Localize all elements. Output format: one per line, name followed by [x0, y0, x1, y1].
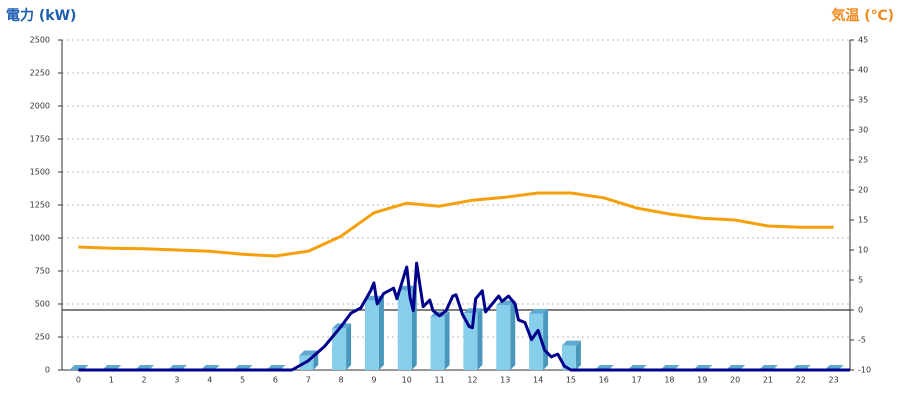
y-tick-label: 1750	[30, 135, 50, 144]
bar-side	[477, 308, 483, 370]
bar-side	[378, 295, 384, 370]
y-tick-label: 500	[35, 300, 50, 309]
bar-side	[575, 340, 581, 370]
y-tick-label: 2250	[30, 69, 50, 78]
bar-top	[397, 285, 417, 291]
y-tick-label: 2000	[30, 102, 50, 111]
bar-side	[346, 323, 352, 370]
x-tick-label: 9	[371, 376, 376, 385]
x-tick-label: 22	[796, 376, 806, 385]
x-tick-label: 12	[467, 376, 477, 385]
x-tick-label: 1	[109, 376, 114, 385]
x-tick-label: 19	[697, 376, 707, 385]
y2-tick-label: 15	[858, 216, 868, 225]
y2-tick-label: 10	[858, 246, 868, 255]
bar	[332, 328, 347, 370]
y-axis-title: 電力 (kW)	[6, 7, 76, 24]
x-tick-label: 15	[566, 376, 576, 385]
x-tick-label: 7	[306, 376, 311, 385]
y-tick-label: 750	[35, 267, 50, 276]
x-tick-label: 2	[142, 376, 147, 385]
y2-tick-label: 20	[858, 186, 868, 195]
x-tick-label: 4	[207, 376, 212, 385]
x-tick-label: 21	[763, 376, 773, 385]
y2-tick-label: 40	[858, 66, 868, 75]
bar	[430, 316, 445, 370]
x-tick-label: 5	[240, 376, 245, 385]
x-tick-label: 11	[434, 376, 444, 385]
bar	[496, 305, 511, 370]
bar-top	[529, 308, 549, 314]
y2-tick-label: 35	[858, 96, 868, 105]
power-line	[78, 261, 850, 372]
x-tick-label: 23	[828, 376, 838, 385]
temperature-line	[78, 191, 834, 258]
y2-axis-title: 気温 (℃)	[831, 7, 894, 24]
y2-tick-label: 5	[858, 276, 863, 285]
y-tick-label: 1000	[30, 234, 50, 243]
y-tick-label: 1500	[30, 168, 50, 177]
bar	[364, 300, 379, 370]
x-tick-label: 10	[402, 376, 412, 385]
x-tick-label: 17	[631, 376, 641, 385]
y-tick-label: 1250	[30, 201, 50, 210]
x-tick-label: 13	[500, 376, 510, 385]
bar	[529, 313, 544, 370]
x-tick-label: 8	[339, 376, 344, 385]
bar-side	[444, 311, 450, 370]
bar-side	[510, 300, 516, 370]
bar	[397, 290, 412, 370]
x-tick-label: 3	[174, 376, 179, 385]
x-tick-label: 14	[533, 376, 543, 385]
bar-side	[543, 308, 549, 370]
y2-tick-label: 25	[858, 156, 868, 165]
bar	[561, 345, 576, 370]
y-tick-label: 2500	[30, 36, 50, 45]
x-tick-label: 20	[730, 376, 740, 385]
y2-tick-label: 30	[858, 126, 868, 135]
y2-tick-label: -10	[858, 366, 871, 375]
bar-top	[561, 340, 581, 346]
y-tick-label: 0	[45, 366, 50, 375]
y2-tick-label: 0	[858, 306, 863, 315]
x-tick-label: 18	[664, 376, 674, 385]
x-tick-label: 6	[273, 376, 278, 385]
x-tick-label: 16	[599, 376, 609, 385]
x-tick-label: 0	[76, 376, 81, 385]
y2-tick-label: -5	[858, 336, 866, 345]
y2-tick-label: 45	[858, 36, 868, 45]
y-tick-label: 250	[35, 333, 50, 342]
